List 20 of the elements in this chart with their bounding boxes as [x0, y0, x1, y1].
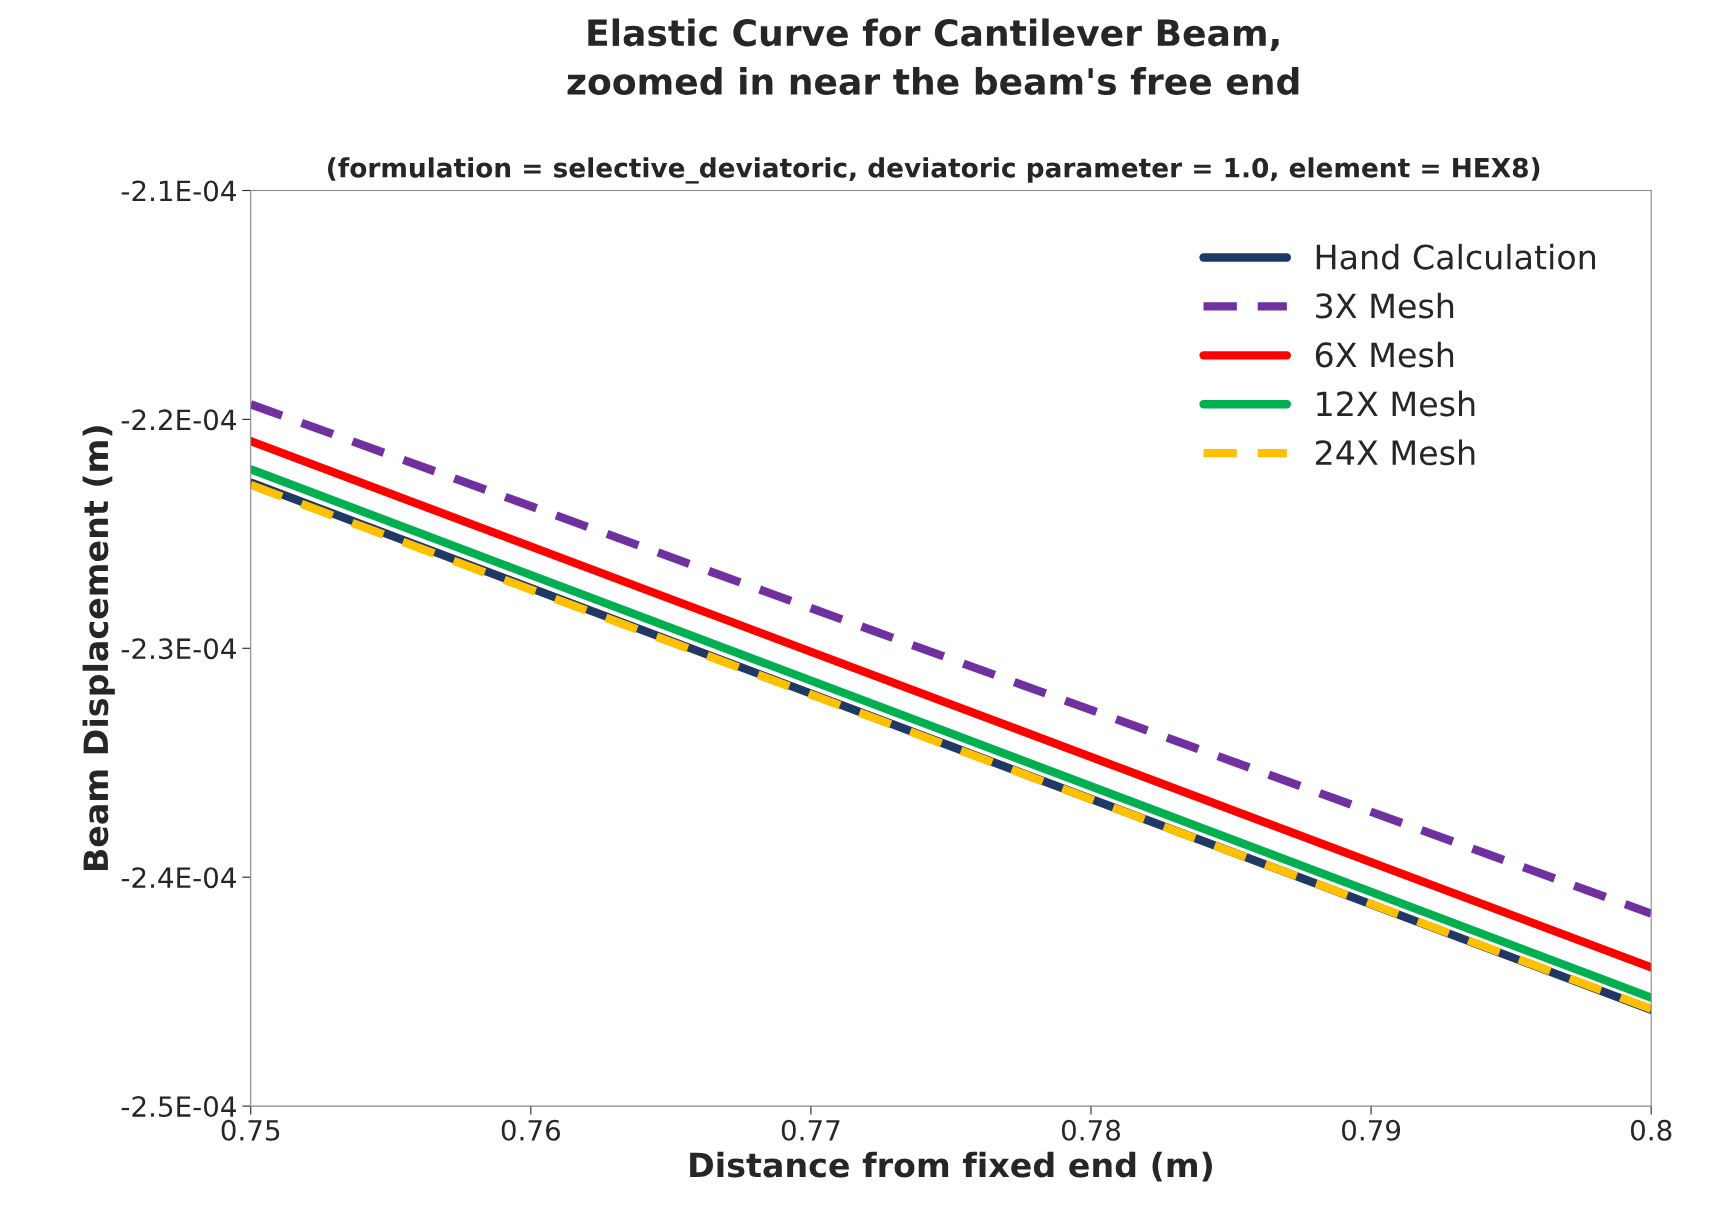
x-tick-label: 0.78 [1061, 1119, 1121, 1141]
y-tick-label: -2.5E-04 [121, 1096, 236, 1118]
legend-label: 12X Mesh [1317, 390, 1475, 417]
x-tick-label: 0.75 [221, 1119, 280, 1141]
y-tick-label: -2.3E-04 [121, 638, 236, 660]
chart-title: Elastic Curve for Cantilever Beam, zoomed in near the beam's free end [567, 18, 1299, 96]
legend-label: 3X Mesh [1316, 292, 1454, 319]
y-tick-label: -2.2E-04 [121, 409, 236, 431]
x-axis-title: Distance from fixed end (m) [690, 1151, 1212, 1182]
x-tick-label: 0.8 [1630, 1119, 1672, 1141]
x-tick-label: 0.79 [1342, 1119, 1401, 1141]
legend-label: 6X Mesh [1315, 341, 1454, 368]
chart-subtitle: (formulation = selective_deviatoric, deviatoric parameter = 1.0, element = HEX8) [327, 157, 1540, 184]
legend-label: 24X Mesh [1315, 439, 1475, 466]
x-tick-label: 0.76 [501, 1119, 560, 1141]
x-tick-label: 0.77 [781, 1119, 840, 1141]
y-tick-label: -2.1E-04 [121, 180, 236, 202]
y-tick-label: -2.4E-04 [121, 867, 236, 889]
y-axis-title: Beam Displacement (m) [82, 426, 115, 871]
legend-label: Hand Calculation [1316, 243, 1596, 270]
